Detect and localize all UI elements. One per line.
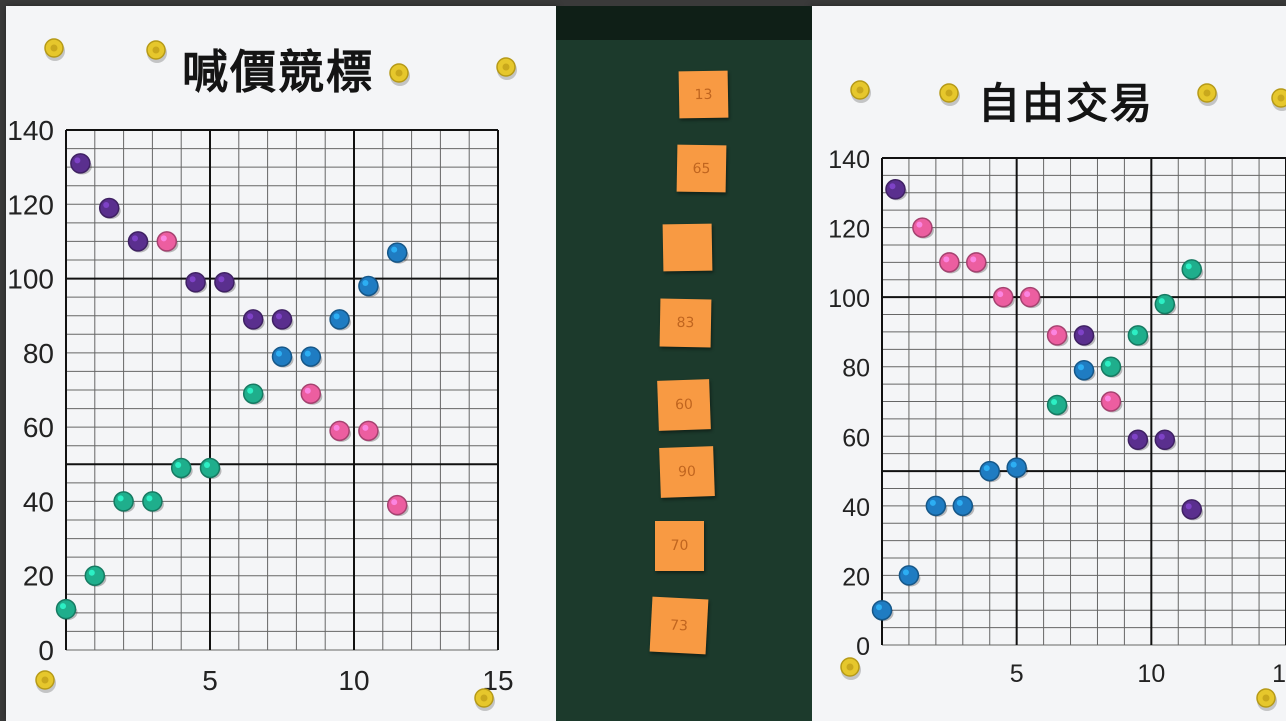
data-point [966,252,988,274]
data-point [1154,429,1177,451]
data-point [300,346,323,368]
data-point [199,457,222,479]
push-pin-icon [840,657,861,680]
push-pin-icon [389,63,410,86]
data-point [113,491,136,513]
data-point [1154,293,1177,316]
y-tick-label: 60 [842,424,870,452]
x-tick-label: 10 [1137,660,1165,688]
data-point [214,272,236,294]
data-point [329,309,352,331]
data-point [1046,394,1069,416]
data-point [1019,286,1042,309]
push-pin-icon [44,38,65,61]
y-tick-label: 0 [38,635,54,666]
data-point [70,153,92,175]
data-point [1181,259,1204,281]
y-tick-label: 20 [842,563,870,591]
data-point [242,309,265,331]
data-point [271,309,294,331]
data-point [1100,391,1123,413]
poster-right: 自由交易 [810,6,1286,721]
data-point [185,272,208,294]
y-tick-label: 0 [856,633,870,661]
data-point [156,231,179,253]
y-tick-label: 80 [842,355,870,383]
chalkboard-top-edge [556,6,812,40]
data-point [952,495,975,517]
data-point [329,420,352,442]
data-point [979,460,1002,483]
data-point [871,599,894,622]
data-point [386,494,409,517]
y-tick-label: 120 [828,216,870,244]
data-point [912,217,934,239]
data-point [242,383,265,405]
y-tick-label: 40 [842,494,870,522]
data-point [300,383,323,405]
push-pin-icon [850,80,871,103]
data-point [1046,325,1069,347]
data-point [992,286,1015,309]
data-point [271,346,294,368]
x-tick-label: 10 [338,665,369,696]
push-pin-icon [1271,88,1286,111]
y-tick-label: 20 [23,561,54,592]
y-tick-label: 40 [23,486,54,517]
y-tick-label: 100 [828,285,870,313]
y-tick-label: 100 [7,264,54,295]
chart-title-left: 喊價競標 [182,45,374,99]
data-point [1100,356,1123,378]
sticky-note: 70 [655,521,704,571]
data-point [925,495,948,517]
data-point [170,457,193,479]
y-tick-label: 80 [23,338,54,369]
data-point [1181,499,1204,521]
data-point [142,491,164,513]
push-pin-icon [939,83,960,106]
y-tick-label: 120 [7,189,54,220]
x-tick-label: 15 [1272,660,1286,688]
data-point [1006,457,1029,479]
push-pin-icon [1197,83,1218,106]
data-point [98,197,121,219]
push-pin-icon [35,670,56,693]
push-pin-icon [1256,688,1277,711]
data-point [127,231,150,253]
x-tick-label: 5 [202,665,218,696]
data-point [358,275,380,297]
data-point [898,565,921,587]
data-point [386,242,409,264]
data-point [1127,325,1150,347]
y-tick-label: 140 [828,146,870,174]
push-pin-icon [146,40,167,63]
push-pin-icon [496,57,517,80]
data-point [1127,429,1150,451]
data-point [1073,359,1096,382]
y-tick-label: 60 [23,412,54,443]
push-pin-icon [474,688,495,711]
data-point [885,179,907,201]
data-point [1073,325,1096,347]
x-tick-label: 5 [1010,660,1024,688]
data-point [55,598,78,621]
chart-title-right: 自由交易 [978,79,1155,128]
y-tick-label: 140 [7,115,54,146]
data-point [939,252,961,274]
data-point [84,565,107,587]
data-point [358,420,380,442]
